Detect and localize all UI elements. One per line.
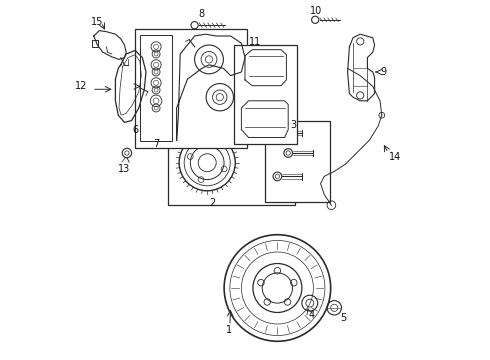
Text: 15: 15 [91, 17, 103, 27]
Text: 12: 12 [75, 81, 87, 91]
Text: 6: 6 [133, 125, 139, 135]
Text: 5: 5 [340, 312, 346, 323]
Text: 3: 3 [291, 120, 296, 130]
Bar [92, 40, 98, 47]
Bar [140, 35, 172, 141]
Bar [234, 45, 297, 144]
Text: 10: 10 [310, 6, 322, 16]
Text: 2: 2 [210, 198, 216, 208]
Text: 7: 7 [153, 139, 159, 149]
Text: 13: 13 [118, 164, 130, 174]
Bar [135, 29, 247, 148]
Text: 4: 4 [309, 310, 315, 320]
Text: 9: 9 [380, 67, 386, 77]
Text: 11: 11 [249, 37, 261, 48]
Text: 8: 8 [199, 9, 205, 19]
Text: 14: 14 [389, 152, 401, 162]
Bar [265, 121, 330, 202]
Bar [168, 121, 295, 205]
Text: 1: 1 [226, 325, 232, 336]
